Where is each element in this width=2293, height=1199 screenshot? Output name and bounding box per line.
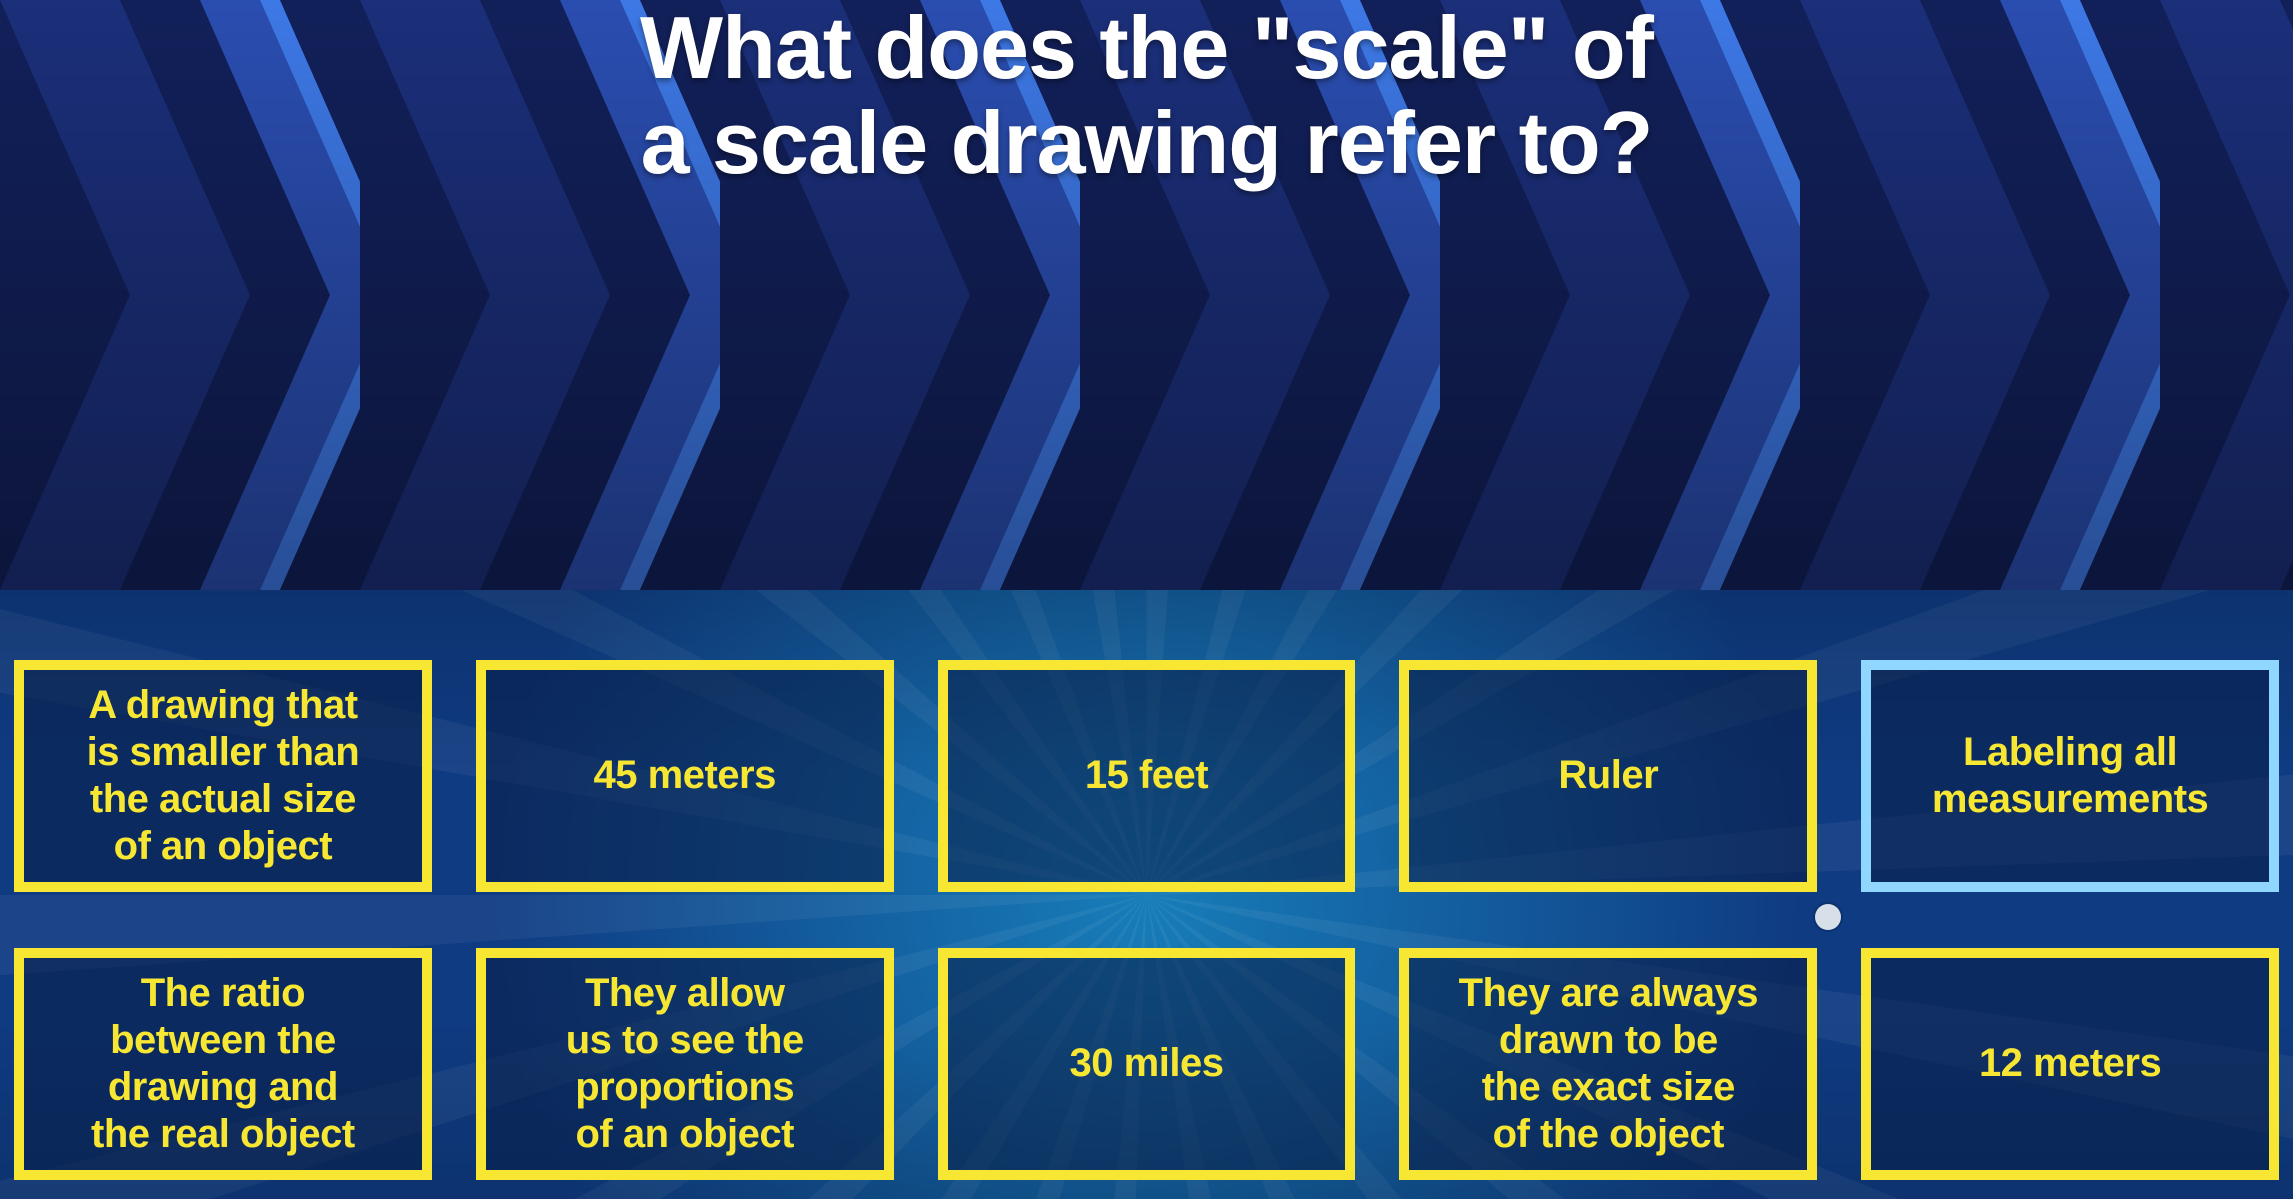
- answer-tile-7[interactable]: They allow us to see the proportions of …: [476, 948, 894, 1180]
- answer-tile-label: 15 feet: [1085, 752, 1208, 799]
- answer-tile-9[interactable]: They are always drawn to be the exact si…: [1399, 948, 1817, 1180]
- answer-tile-10[interactable]: 12 meters: [1861, 948, 2279, 1180]
- answer-tile-8[interactable]: 30 miles: [938, 948, 1356, 1180]
- answer-tile-1[interactable]: A drawing that is smaller than the actua…: [14, 660, 432, 892]
- answer-tile-label: Labeling all measurements: [1932, 729, 2208, 823]
- answer-tile-3[interactable]: 15 feet: [938, 660, 1356, 892]
- quiz-stage: What does the "scale" of a scale drawing…: [0, 0, 2293, 1199]
- answer-tile-label: 45 meters: [594, 752, 776, 799]
- answer-tile-label: 30 miles: [1070, 1040, 1224, 1087]
- question-text: What does the "scale" of a scale drawing…: [0, 0, 2293, 190]
- answer-tile-label: 12 meters: [1979, 1040, 2161, 1087]
- answer-tile-6[interactable]: The ratio between the drawing and the re…: [14, 948, 432, 1180]
- answer-tile-2[interactable]: 45 meters: [476, 660, 894, 892]
- answer-grid: A drawing that is smaller than the actua…: [0, 660, 2293, 1180]
- answer-tile-4[interactable]: Ruler: [1399, 660, 1817, 892]
- answer-tile-label: A drawing that is smaller than the actua…: [87, 682, 360, 871]
- answer-tile-5[interactable]: Labeling all measurements: [1861, 660, 2279, 892]
- answer-tile-label: They allow us to see the proportions of …: [566, 970, 804, 1159]
- answer-tile-label: Ruler: [1558, 752, 1658, 799]
- answer-tile-label: They are always drawn to be the exact si…: [1459, 970, 1758, 1159]
- answer-tile-label: The ratio between the drawing and the re…: [91, 970, 355, 1159]
